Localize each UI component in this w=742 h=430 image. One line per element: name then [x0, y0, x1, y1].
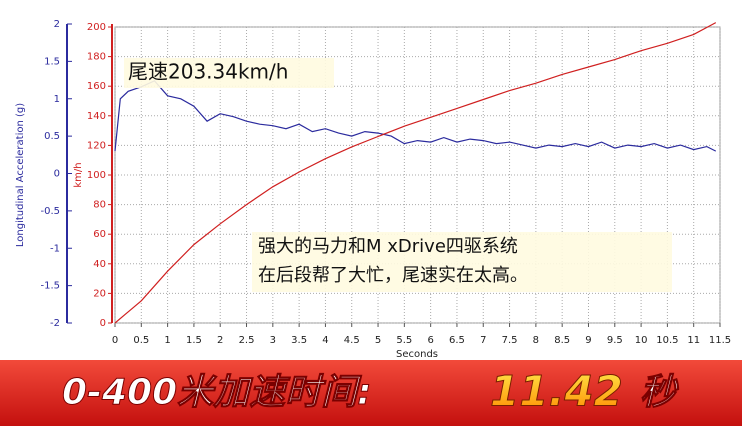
annotation: 强大的马力和M xDrive四驱系统 — [258, 236, 518, 257]
banner-value: 11.42 — [490, 367, 623, 416]
y2-tick-label: 60 — [93, 229, 106, 240]
x-tick-label: 1 — [164, 335, 170, 346]
y-tick-label: -1.5 — [40, 281, 60, 292]
y2-tick-label: 20 — [93, 288, 106, 299]
x-tick-label: 2.5 — [239, 335, 255, 346]
x-tick-label: 10.5 — [656, 335, 678, 346]
x-tick-label: 4.5 — [344, 335, 360, 346]
y2-tick-label: 120 — [87, 140, 106, 151]
x-tick-label: 8 — [533, 335, 539, 346]
y-tick-label: -0.5 — [40, 206, 60, 217]
banner — [0, 360, 742, 426]
series-line — [114, 22, 717, 324]
x-tick-label: 8.5 — [554, 335, 570, 346]
y2-tick-label: 100 — [87, 170, 106, 181]
x-tick-label: 11.5 — [709, 335, 731, 346]
y-tick-label: 0 — [54, 169, 60, 180]
x-tick-label: 1.5 — [186, 335, 202, 346]
y2-tick-label: 40 — [93, 259, 106, 270]
x-tick-label: 4 — [322, 335, 328, 346]
x-tick-label: 7 — [480, 335, 486, 346]
annotation: 在后段帮了大忙，尾速实在太高。 — [258, 265, 528, 286]
series-line — [114, 80, 717, 152]
annotation: 尾速203.34km/h — [128, 60, 288, 84]
x-tick-label: 5.5 — [396, 335, 412, 346]
y2-tick-label: 0 — [100, 318, 106, 329]
annotation-box — [124, 58, 334, 88]
x-tick-label: 0.5 — [133, 335, 149, 346]
banner-label: 0-400米加速时间: — [62, 372, 372, 413]
x-tick-label: 0 — [112, 335, 118, 346]
y-tick-label: 1.5 — [44, 56, 60, 67]
y2-tick-label: 140 — [87, 111, 106, 122]
y2-tick-label: 180 — [87, 52, 106, 63]
x-tick-label: 6 — [427, 335, 433, 346]
x-tick-label: 7.5 — [502, 335, 518, 346]
y2-tick-label: 160 — [87, 81, 106, 92]
x-tick-label: 9.5 — [607, 335, 623, 346]
y-tick-label: 0.5 — [44, 131, 60, 142]
y-axis-title: Longitudinal Acceleration (g) — [15, 103, 26, 247]
x-tick-label: 10 — [635, 335, 648, 346]
y2-tick-label: 80 — [93, 200, 106, 211]
y-tick-label: 1 — [54, 94, 60, 105]
x-tick-label: 2 — [217, 335, 223, 346]
x-axis-title: Seconds — [396, 349, 438, 360]
y2-axis-title: km/h — [73, 162, 84, 187]
x-tick-label: 5 — [375, 335, 381, 346]
banner-unit: 秒 — [640, 372, 679, 413]
x-tick-label: 9 — [585, 335, 591, 346]
annotation-box — [252, 232, 672, 292]
y-tick-label: -2 — [50, 318, 60, 329]
x-tick-label: 11 — [687, 335, 700, 346]
y-tick-label: -1 — [50, 243, 60, 254]
y-tick-label: 2 — [54, 19, 60, 30]
y2-tick-label: 200 — [87, 22, 106, 33]
x-tick-label: 3 — [270, 335, 276, 346]
x-tick-label: 6.5 — [449, 335, 465, 346]
plot-bg — [0, 0, 742, 360]
x-tick-label: 3.5 — [291, 335, 307, 346]
